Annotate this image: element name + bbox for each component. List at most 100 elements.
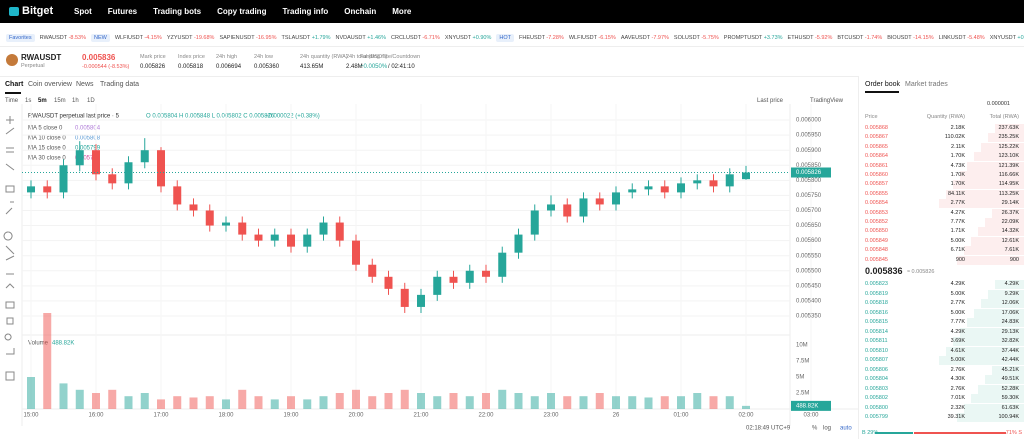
logo[interactable]: Bitget (22, 5, 54, 17)
ticker-item[interactable]: XNYUSDT +0.90% (990, 35, 1024, 41)
ob-qty: 5.00K (950, 290, 965, 297)
ob-tab[interactable]: Order book (865, 81, 901, 88)
ob-row[interactable]: 0.005804 4.30K 49.51K (859, 375, 1024, 384)
volume-bar (433, 396, 442, 409)
volume-bar (335, 393, 344, 409)
view-mode[interactable]: TradingView (810, 98, 844, 104)
nav-item[interactable]: Copy trading (217, 7, 267, 16)
price-mode[interactable]: Last price (757, 98, 784, 104)
interval[interactable]: 5m (38, 98, 47, 104)
ob-row[interactable]: 0.005823 4.29K 4.29K (859, 280, 1024, 289)
ob-row[interactable]: 0.005861 4.73K 121.39K (859, 161, 1024, 171)
tab[interactable]: Coin overview (28, 81, 72, 88)
symbol[interactable]: RWAUSDT (21, 53, 62, 62)
ob-row[interactable]: 0.005803 2.76K 52.28K (859, 384, 1024, 394)
stat-value: 0.005360 (254, 64, 280, 70)
volume-bar (75, 389, 84, 409)
tab[interactable]: Trading data (100, 81, 140, 88)
ma-name: MA 10 close 0 (28, 136, 66, 142)
ob-row[interactable]: 0.005811 3.69K 32.82K (859, 337, 1024, 346)
favorites-tag[interactable]: Favorites (6, 34, 35, 42)
last-price-box (791, 167, 831, 178)
ticker-item[interactable]: BTCUSDT -1.74% (837, 35, 882, 41)
candle-body (660, 186, 669, 193)
log-toggle[interactable]: log (823, 426, 831, 432)
ob-price: 0.005867 (865, 134, 888, 141)
ticker-item[interactable]: FHEUSDT -7.28% (519, 35, 564, 41)
ob-row[interactable]: 0.005867 110.02K 235.25K (859, 133, 1024, 143)
ticker-change: -14.15% (913, 35, 934, 41)
ob-tab[interactable]: Market trades (905, 81, 948, 88)
ticker-item[interactable]: CRCLUSDT -6.71% (391, 35, 440, 41)
ticker-item[interactable]: SOLUSDT -5.75% (674, 35, 719, 41)
ticker-item[interactable]: NVDAUSDT +1.46% (336, 35, 387, 41)
ticker-item[interactable]: LINKUSDT -5.48% (939, 35, 985, 41)
nav-item[interactable]: Onchain (344, 7, 377, 16)
ob-row[interactable]: 0.005850 1.71K 14.32K (859, 227, 1024, 237)
buy-ratio: B 29% (862, 430, 879, 436)
ticker-item[interactable]: YZYUSDT -19.68% (167, 35, 215, 41)
ticker-item[interactable]: SAPIENUSDT -16.95% (219, 35, 276, 41)
ob-mid-ref: ≈ 0.005826 (907, 269, 935, 275)
volume-bar (449, 393, 458, 409)
ob-row[interactable]: 0.005845 900 900 (859, 255, 1024, 265)
nav-item[interactable]: Futures (107, 7, 138, 16)
ob-mid-price: 0.005836 (865, 266, 903, 276)
ob-row[interactable]: 0.005800 2.32K 61.63K (859, 403, 1024, 413)
ticker-item[interactable]: XNYUSDT +0.90% (445, 35, 492, 41)
ticker-item[interactable]: ETHUSDT -5.92% (788, 35, 833, 41)
candle-body (205, 210, 214, 226)
ticker-item[interactable]: WLFIUSDT -4.15% (115, 35, 162, 41)
ticker-item[interactable]: AAVEUSDT -7.97% (621, 35, 669, 41)
ob-row[interactable]: 0.005849 5.00K 12.61K (859, 236, 1024, 246)
pct-toggle[interactable]: % (812, 426, 818, 432)
clock: 02:18:49 UTC+9 (746, 426, 791, 432)
ob-row[interactable]: 0.005802 7.01K 59.30K (859, 394, 1024, 403)
candle-body (140, 150, 149, 163)
ob-qty: 1.70K (950, 153, 965, 160)
ticker-item[interactable]: BIOUSDT -14.15% (887, 35, 933, 41)
ob-row[interactable]: 0.005854 2.77K 29.14K (859, 199, 1024, 209)
price-change: -0.000544 (-8.53%) (82, 64, 130, 70)
ob-row[interactable]: 0.005868 2.18K 237.63K (859, 124, 1024, 133)
interval[interactable]: 1h (72, 98, 79, 104)
interval[interactable]: 1s (25, 98, 32, 104)
ob-row[interactable]: 0.005853 4.27K 26.37K (859, 208, 1024, 218)
ob-row[interactable]: 0.005806 2.76K 45.21K (859, 365, 1024, 375)
ob-row[interactable]: 0.005807 5.00K 42.44K (859, 356, 1024, 365)
ob-row[interactable]: 0.005864 1.70K 123.10K (859, 152, 1024, 162)
ob-qty: 84.11K (947, 190, 965, 197)
precision-select[interactable]: 0.000001 (987, 101, 1010, 107)
ob-row[interactable]: 0.005810 4.61K 37.44K (859, 346, 1024, 356)
tab[interactable]: News (76, 81, 94, 88)
ticker-item[interactable]: TSLAUSDT +1.79% (282, 35, 331, 41)
interval[interactable]: 1D (87, 98, 95, 104)
interval[interactable]: 15m (54, 98, 66, 104)
nav-item[interactable]: Spot (74, 7, 92, 16)
ticker-symbol: BIOUSDT (887, 35, 912, 41)
ticker-strip: Favorites RWAUSDT -8.53% NEW WLFIUSDT -4.15… (0, 31, 1024, 45)
ticker-item[interactable]: RWAUSDT -8.53% (40, 35, 86, 41)
ticker-item[interactable]: WLFIUSDT -6.15% (569, 35, 616, 41)
ob-row[interactable]: 0.005814 4.29K 29.13K (859, 327, 1024, 337)
ticker-item[interactable]: PROMPTUSDT +3.73% (724, 35, 783, 41)
ob-row[interactable]: 0.005816 5.00K 17.06K (859, 308, 1024, 318)
ob-row[interactable]: 0.005799 39.31K 100.94K (859, 413, 1024, 422)
nav-item[interactable]: More (392, 7, 412, 16)
y-tick-label: 0.005650 (796, 223, 822, 229)
ob-row[interactable]: 0.005819 5.00K 9.29K (859, 289, 1024, 299)
ob-row[interactable]: 0.005815 7.77K 24.83K (859, 318, 1024, 327)
ob-row[interactable]: 0.005857 1.70K 114.95K (859, 180, 1024, 190)
tab[interactable]: Chart (5, 81, 24, 88)
candle-body (595, 198, 604, 205)
ob-row[interactable]: 0.005818 2.77K 12.06K (859, 299, 1024, 308)
ob-row[interactable]: 0.005865 2.11K 125.22K (859, 142, 1024, 152)
ob-row[interactable]: 0.005852 7.77K 22.09K (859, 218, 1024, 227)
ob-row[interactable]: 0.005855 84.11K 113.25K (859, 189, 1024, 199)
stat-label: 24h low (254, 54, 273, 60)
auto-toggle[interactable]: auto (840, 426, 852, 432)
ob-row[interactable]: 0.005860 1.70K 116.66K (859, 171, 1024, 180)
nav-item[interactable]: Trading bots (153, 7, 202, 16)
nav-item[interactable]: Trading info (282, 7, 329, 16)
ob-row[interactable]: 0.005848 6.71K 7.61K (859, 246, 1024, 256)
